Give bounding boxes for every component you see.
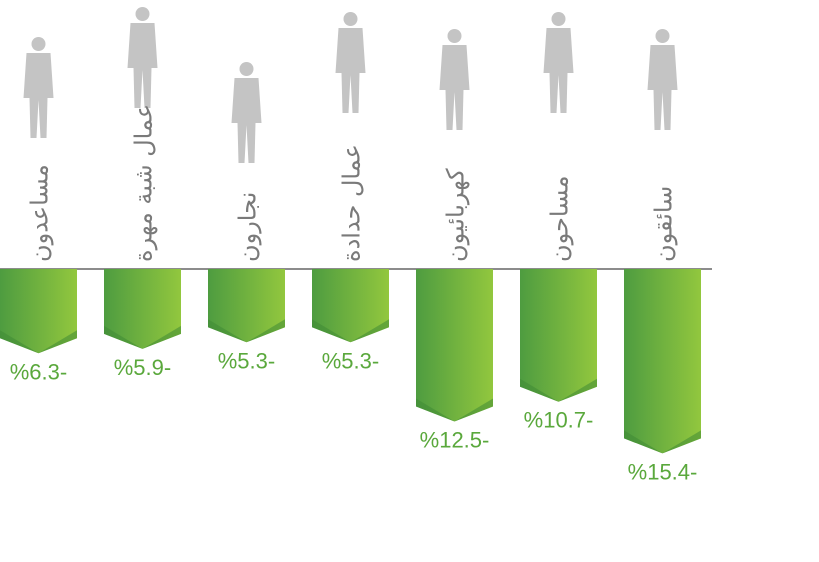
value-label: %5.3-: [218, 348, 275, 373]
category-label: نجارون: [234, 192, 262, 262]
value-label: %12.5-: [420, 428, 490, 453]
worker-figures: [24, 7, 678, 163]
value-label: %5.3-: [322, 348, 379, 373]
figure-body: [128, 23, 158, 108]
figure-head: [448, 29, 462, 43]
figure-body: [544, 28, 574, 113]
figure-body: [232, 78, 262, 163]
category-label: سائقون: [650, 186, 678, 262]
chart: %6.3- مساعدون %5.9- عمال شبة مهرة %5.3- نجارو…: [0, 0, 819, 562]
category-label: عمال حدادة: [338, 144, 366, 262]
figure-head: [32, 37, 46, 51]
bar: [520, 269, 597, 402]
bar: [416, 269, 493, 422]
figure-head: [240, 62, 254, 76]
value-label: %10.7-: [524, 408, 594, 433]
category-label: مساحون: [546, 176, 574, 262]
bar: [624, 269, 701, 453]
value-label: %5.9-: [114, 355, 171, 380]
figure-body: [648, 45, 678, 130]
category-label: عمال شبة مهرة: [130, 104, 158, 262]
figure-body: [336, 28, 366, 113]
category-label: مساعدون: [26, 164, 54, 262]
value-label: %6.3-: [10, 359, 67, 384]
category-label: كهربائيون: [442, 168, 470, 262]
figure-head: [136, 7, 150, 21]
figure-body: [440, 45, 470, 130]
figure-head: [552, 12, 566, 26]
figure-head: [344, 12, 358, 26]
figure-body: [24, 53, 54, 138]
page: %6.3- مساعدون %5.9- عمال شبة مهرة %5.3- نجارو…: [0, 0, 819, 562]
value-label: %15.4-: [628, 459, 698, 484]
figure-head: [656, 29, 670, 43]
